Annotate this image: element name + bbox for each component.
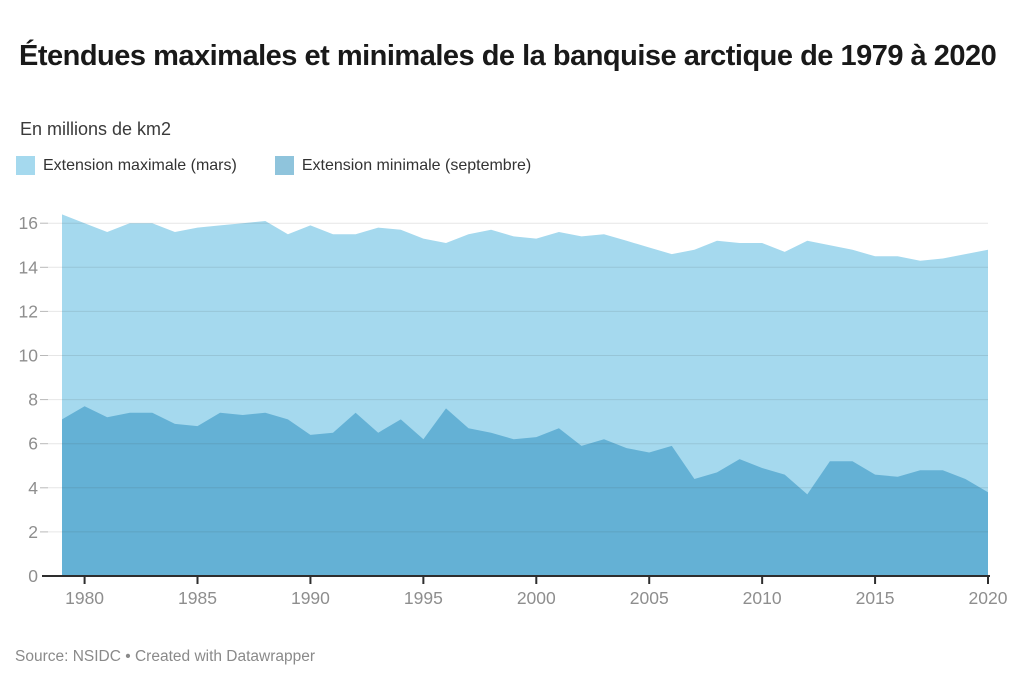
y-tick-label: 6: [28, 434, 38, 454]
page-title: Étendues maximales et minimales de la ba…: [19, 40, 997, 73]
x-tick-label: 2000: [517, 588, 556, 608]
y-tick-label: 0: [28, 566, 38, 586]
y-tick-label: 4: [28, 478, 38, 498]
y-tick-label: 10: [19, 346, 39, 366]
chart-subtitle: En millions de km2: [20, 119, 172, 139]
x-tick-label: 2020: [969, 588, 1008, 608]
x-tick-label: 2005: [630, 588, 669, 608]
y-tick-label: 2: [28, 522, 38, 542]
x-tick-label: 1980: [65, 588, 104, 608]
area-min: [62, 406, 988, 576]
y-tick-label: 12: [19, 301, 38, 321]
x-tick-label: 1985: [178, 588, 217, 608]
legend-swatch: [16, 156, 35, 175]
x-tick-label: 1995: [404, 588, 443, 608]
legend-item: Extension maximale (mars): [16, 156, 237, 175]
legend-swatch: [274, 156, 294, 175]
x-tick-label: 1990: [291, 588, 330, 608]
legend-item: Extension minimale (septembre): [274, 156, 532, 175]
y-tick-label: 16: [19, 213, 38, 233]
y-tick-label: 8: [28, 390, 38, 410]
source-attribution: Source: NSIDC • Created with Datawrapper: [15, 648, 316, 665]
y-tick-label: 14: [19, 257, 39, 277]
legend-label: Extension minimale (septembre): [301, 156, 532, 174]
legend-label: Extension maximale (mars): [43, 156, 237, 174]
x-tick-label: 2010: [743, 588, 782, 608]
chart-legend: Extension maximale (mars) Extension minim…: [16, 156, 531, 175]
x-tick-label: 2015: [856, 588, 895, 608]
